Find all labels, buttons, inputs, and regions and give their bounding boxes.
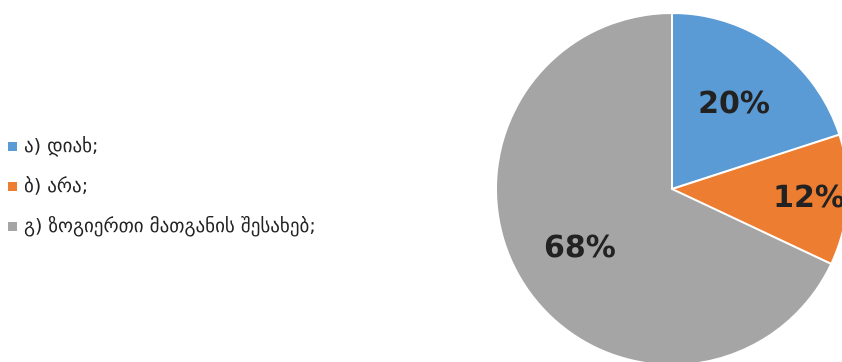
data-label-yes: 20% [698,86,770,121]
pie-slice-some [495,11,833,362]
legend-swatch-some [8,221,17,231]
legend-item-no: ბ) არა; [8,172,316,200]
legend-swatch-no [8,181,17,191]
pie-slice-yes [671,11,841,191]
legend-label-some: გ) ზოგიერთი მათგანის შესახებ; [24,215,316,237]
data-label-no: 12% [773,180,842,215]
legend-label-yes: ა) დიახ; [24,135,99,157]
chart-legend: ა) დიახ; ბ) არა; გ) ზოგიერთი მათგანის შე… [8,132,316,252]
data-label-some: 68% [544,230,616,265]
legend-item-yes: ა) დიახ; [8,132,316,160]
legend-swatch-yes [8,141,17,151]
legend-label-no: ბ) არა; [24,175,89,197]
legend-item-some: გ) ზოგიერთი მათგანის შესახებ; [8,212,316,240]
